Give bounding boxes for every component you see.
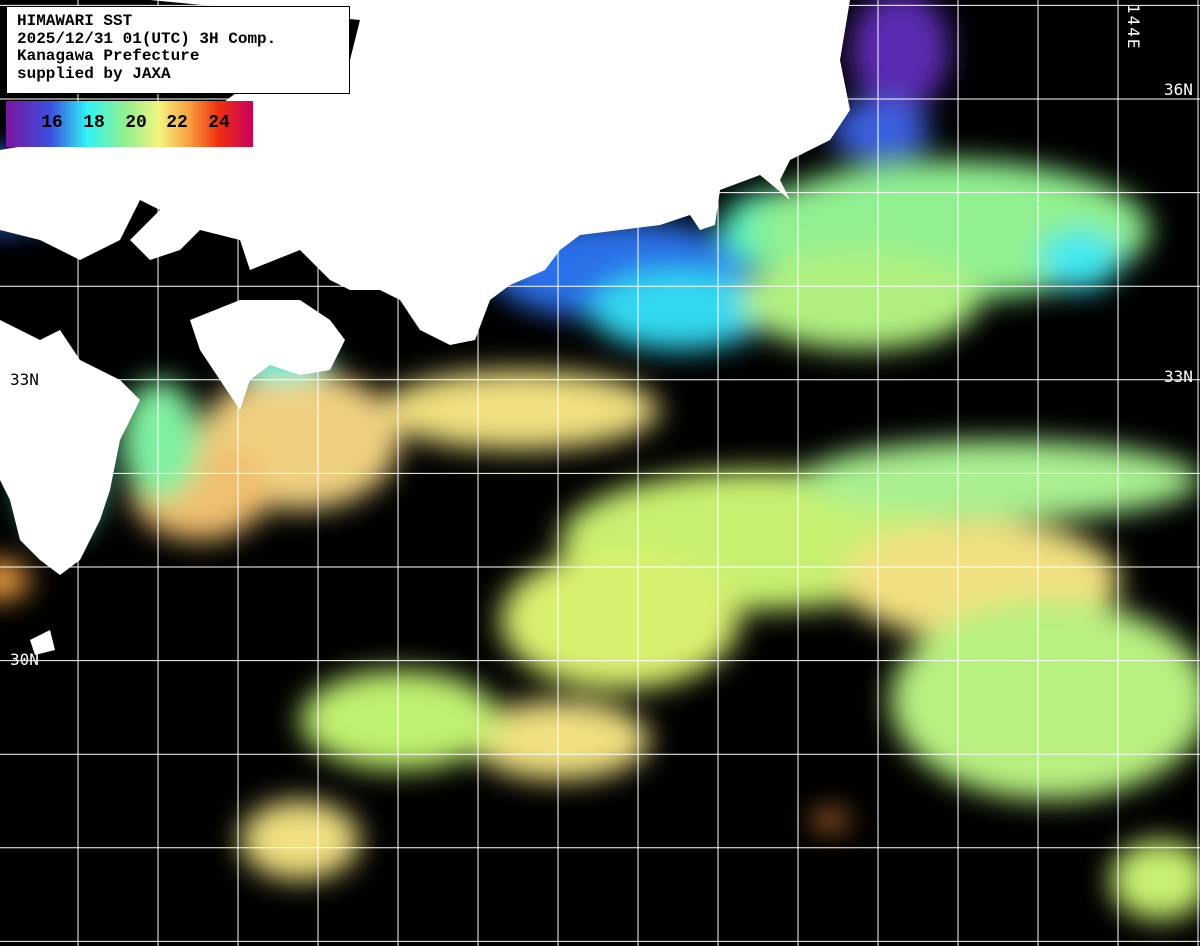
colorbar-tick: 16 — [41, 113, 63, 133]
colorbar-tick: 24 — [208, 113, 230, 133]
sst-patch — [800, 440, 1200, 520]
sst-patch — [590, 270, 770, 350]
sst-patch — [500, 550, 740, 690]
legend-region: Kanagawa Prefecture — [17, 47, 200, 65]
lat-label-36n: 36N — [1164, 80, 1193, 99]
lon-label-144e: 144E — [1124, 4, 1143, 51]
legend-title: HIMAWARI SST — [17, 12, 133, 30]
lat-label-30n: 30N — [10, 650, 39, 669]
sst-patch — [810, 812, 850, 828]
sst-patch — [0, 560, 30, 600]
lat-label-33n: 33N — [1164, 367, 1193, 386]
lat-label-33n-west: 33N — [10, 370, 39, 389]
sst-patch — [1110, 840, 1200, 920]
izu-peninsula — [700, 190, 720, 230]
sst-field — [0, 0, 1200, 920]
sst-patch — [300, 670, 500, 770]
colorbar-gradient — [6, 101, 253, 147]
lon-label-136e: 136E — [482, 4, 501, 51]
colorbar-tick: 20 — [125, 113, 147, 133]
sst-patch — [240, 800, 360, 880]
sst-patch — [380, 370, 660, 450]
legend-box: HIMAWARI SST 2025/12/31 01(UTC) 3H Comp.… — [6, 6, 350, 94]
legend-datetime: 2025/12/31 01(UTC) 3H Comp. — [17, 29, 277, 48]
sst-patch — [470, 700, 650, 780]
sst-patch — [830, 100, 930, 160]
kyushu — [0, 320, 140, 575]
sst-patch — [120, 380, 200, 500]
legend-credit: supplied by JAXA — [17, 64, 171, 83]
colorbar-tick: 18 — [83, 113, 105, 133]
tanegashima — [30, 630, 55, 655]
shikoku — [190, 300, 345, 410]
sst-patch — [1040, 230, 1120, 290]
sst-patch — [740, 250, 980, 350]
sst-patch — [890, 600, 1200, 800]
sst-patch — [850, 0, 950, 110]
colorbar: 16 18 20 22 24 — [6, 101, 253, 147]
colorbar-tick: 22 — [166, 113, 188, 133]
